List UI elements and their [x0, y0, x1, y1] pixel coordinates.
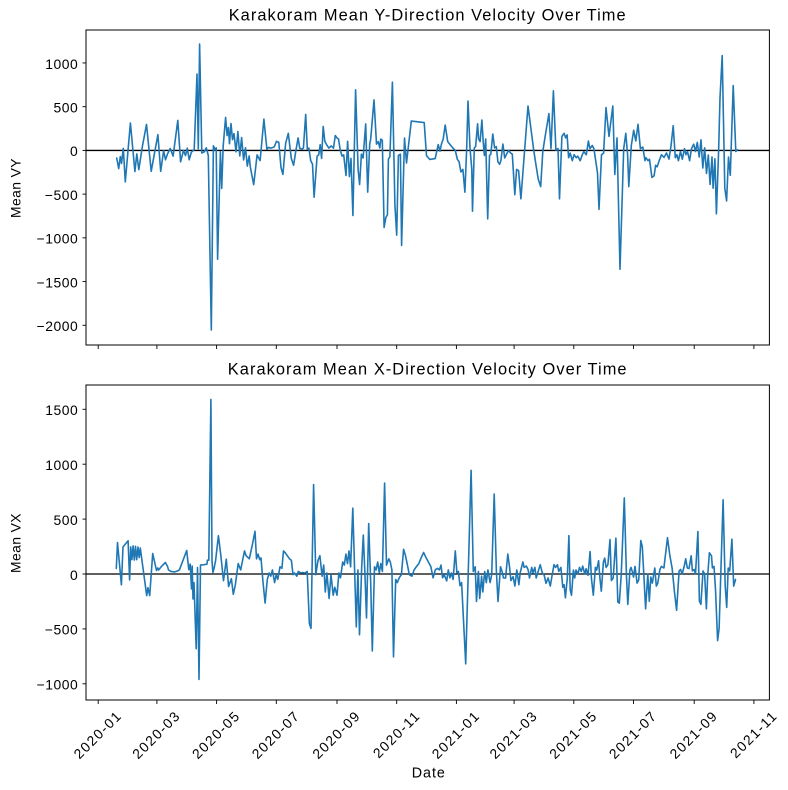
svg-text:2021-07: 2021-07 — [606, 707, 661, 762]
svg-text:0: 0 — [70, 143, 78, 159]
svg-text:500: 500 — [53, 99, 78, 115]
svg-text:1000: 1000 — [45, 457, 78, 473]
svg-text:Mean VY: Mean VY — [7, 158, 23, 218]
svg-text:1000: 1000 — [45, 56, 78, 72]
svg-text:Karakoram Mean X-Direction Vel: Karakoram Mean X-Direction Velocity Over… — [228, 361, 628, 379]
svg-text:2020-05: 2020-05 — [189, 707, 244, 762]
svg-text:−1000: −1000 — [37, 231, 79, 247]
svg-text:1500: 1500 — [45, 402, 78, 418]
svg-text:2021-09: 2021-09 — [666, 707, 721, 762]
svg-text:0: 0 — [70, 567, 78, 583]
svg-text:−2000: −2000 — [37, 318, 79, 334]
svg-text:2020-01: 2020-01 — [70, 707, 125, 762]
svg-text:2021-11: 2021-11 — [727, 707, 781, 761]
svg-text:2021-01: 2021-01 — [428, 707, 483, 762]
svg-text:2021-05: 2021-05 — [546, 707, 601, 762]
svg-text:2020-11: 2020-11 — [370, 707, 424, 761]
svg-text:−500: −500 — [45, 622, 79, 638]
svg-text:Mean VX: Mean VX — [7, 513, 23, 573]
svg-text:−500: −500 — [45, 187, 79, 203]
svg-text:Karakoram Mean Y-Direction Vel: Karakoram Mean Y-Direction Velocity Over… — [229, 7, 627, 25]
svg-text:2020-07: 2020-07 — [248, 707, 303, 762]
svg-text:2020-03: 2020-03 — [129, 707, 184, 762]
svg-text:Date: Date — [412, 766, 446, 782]
svg-text:500: 500 — [53, 512, 78, 528]
svg-text:−1000: −1000 — [37, 677, 79, 693]
svg-text:2020-09: 2020-09 — [309, 707, 364, 762]
svg-text:2021-03: 2021-03 — [486, 707, 541, 762]
svg-text:−1500: −1500 — [37, 274, 79, 290]
